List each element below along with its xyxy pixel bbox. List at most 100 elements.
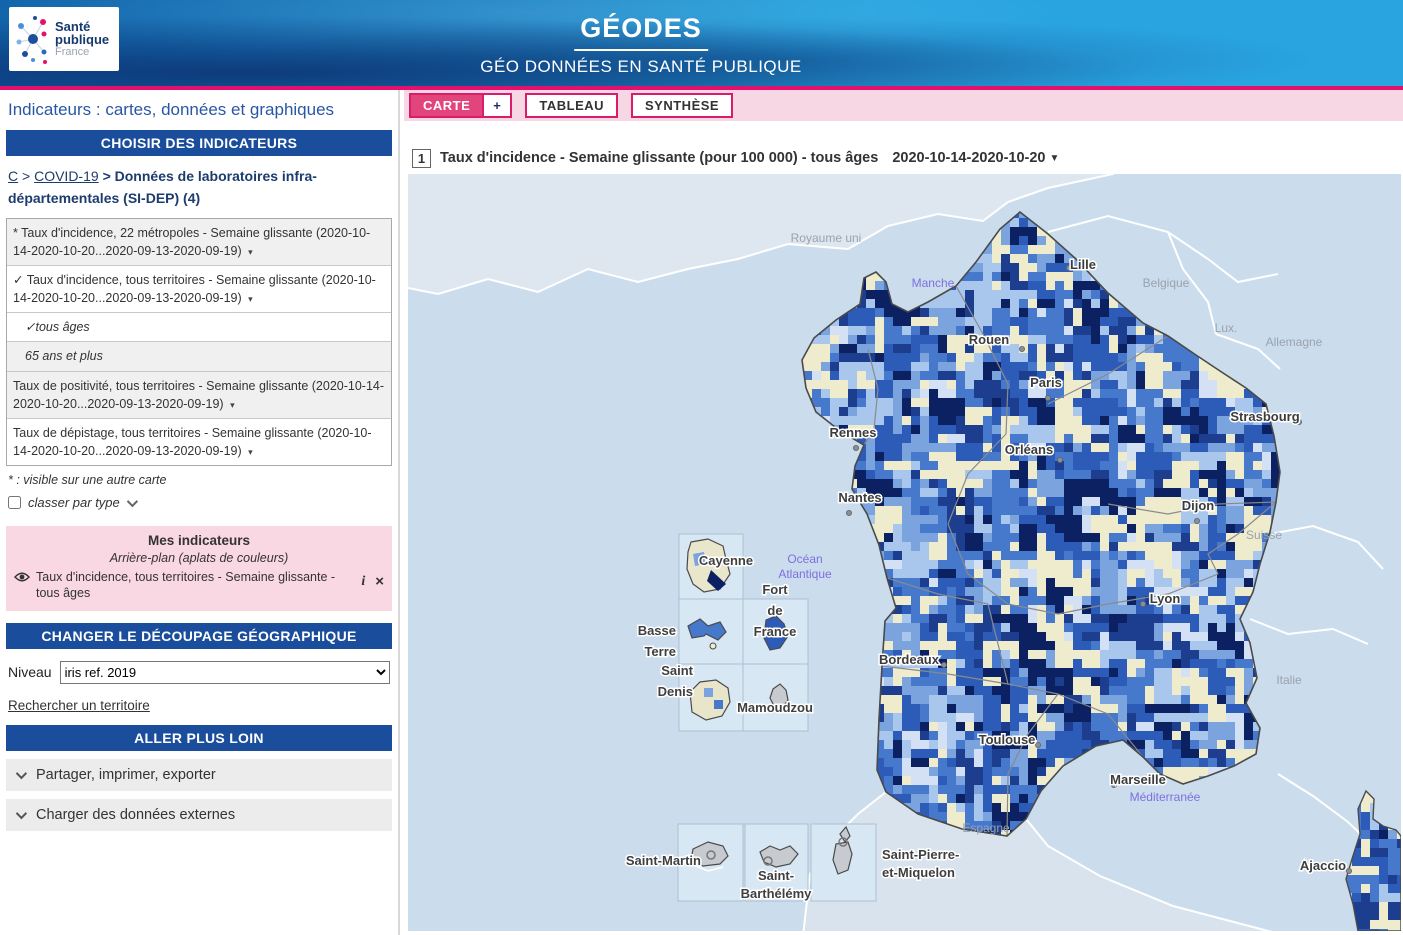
- header-divider: [0, 86, 1403, 90]
- saint-martin-island[interactable]: [690, 841, 729, 867]
- chevron-down-icon: [15, 767, 28, 779]
- city-marker-dot: [1035, 742, 1042, 749]
- map-country-label: Italie: [1276, 673, 1302, 687]
- logo-text-sante: Santé: [55, 18, 91, 34]
- dropdown-arrow-icon[interactable]: ▾: [248, 446, 253, 457]
- add-map-button[interactable]: +: [482, 93, 513, 118]
- map-city-label: Marseille: [1110, 772, 1166, 787]
- map-title: Taux d'incidence - Semaine glissante (po…: [440, 150, 879, 166]
- map-city-label: Rennes: [830, 425, 877, 440]
- map-sea-label: Océan: [787, 552, 822, 566]
- breadcrumb-current: Données de laboratoires infra-départemen…: [8, 168, 317, 207]
- level-label: Niveau: [8, 664, 52, 681]
- go-further-banner[interactable]: ALLER PLUS LOIN: [6, 724, 392, 751]
- chevron-down-icon: [15, 807, 28, 819]
- city-marker-dot: [1045, 394, 1052, 401]
- app-subtitle: GÉO DONNÉES EN SANTÉ PUBLIQUE: [480, 57, 802, 76]
- my-indicators-title: Mes indicateurs: [147, 533, 251, 549]
- city-marker-dot: [941, 661, 948, 668]
- overseas-inset-label: Saint-Pierre-: [882, 847, 959, 862]
- city-marker-dot: [1194, 517, 1201, 524]
- map-sea-label: Atlantique: [778, 567, 832, 581]
- level-select[interactable]: iris ref. 2019: [59, 660, 390, 684]
- choose-indicators-banner[interactable]: CHOISIR DES INDICATEURS: [6, 130, 392, 156]
- dropdown-arrow-icon[interactable]: ▾: [248, 294, 253, 305]
- map-city-label: Ajaccio: [1300, 858, 1346, 873]
- guadeloupe-island[interactable]: [687, 618, 727, 641]
- indicator-list: * Taux d'incidence, 22 métropoles - Sema…: [6, 217, 392, 467]
- accordion-load-external-data[interactable]: Charger des données externes: [6, 798, 392, 831]
- map-country-label: Belgique: [1143, 276, 1190, 290]
- overseas-inset-label: et-Miquelon: [882, 865, 955, 880]
- map-city-label: Bordeaux: [879, 652, 940, 667]
- overseas-inset-label: Basse: [638, 623, 676, 638]
- search-territory-link[interactable]: Rechercher un territoire: [8, 697, 150, 713]
- saint-martin-marker: [706, 850, 716, 860]
- dropdown-arrow-icon[interactable]: ▾: [230, 399, 235, 410]
- my-indicator-item-label: Taux d'incidence, tous territoires - Sem…: [36, 570, 336, 601]
- breadcrumb-covid19-link[interactable]: COVID-19: [34, 168, 99, 184]
- city-marker-dot: [1346, 868, 1353, 875]
- saint-martin-south-border: [690, 863, 724, 872]
- city-marker-dot: [1296, 418, 1303, 425]
- map-country-label: Royaume uni: [791, 231, 862, 245]
- logo-text-publique: publique: [55, 31, 110, 47]
- saint-barthelemy-island[interactable]: [759, 845, 799, 868]
- choropleth-map[interactable]: Royaume uni Belgique Lux. Allemagne Suisse It…: [397, 163, 1402, 935]
- view-tabbar: CARTE + TABLEAU SYNTHÈSE: [404, 90, 1403, 121]
- miquelon-island[interactable]: [839, 825, 851, 844]
- reunion-blue-area: [704, 688, 713, 697]
- change-geography-banner[interactable]: CHANGER LE DÉCOUPAGE GÉOGRAPHIQUE: [6, 622, 392, 649]
- city-marker-dot: [1057, 456, 1064, 463]
- map-city-label: Dijon: [1182, 498, 1215, 513]
- period-dropdown-icon[interactable]: ▼: [1049, 152, 1060, 164]
- eye-icon[interactable]: [14, 571, 30, 583]
- guadeloupe-islet: [709, 642, 717, 650]
- map-country-label: Suisse: [1246, 528, 1282, 542]
- indicator-row-taux-depistage[interactable]: Taux de dépistage, tous territoires - Se…: [7, 418, 391, 466]
- accordion-share-print-export[interactable]: Partager, imprimer, exporter: [6, 758, 392, 791]
- overseas-inset-label: Fort: [762, 582, 788, 597]
- breadcrumb-root-link[interactable]: C: [8, 168, 19, 184]
- tab-carte[interactable]: CARTE: [409, 93, 483, 118]
- tab-tableau[interactable]: TABLEAU: [525, 93, 619, 118]
- indicator-row-taux-incidence-metropoles[interactable]: * Taux d'incidence, 22 métropoles - Sema…: [7, 218, 391, 267]
- main-content: CARTE + TABLEAU SYNTHÈSE 1 Taux d'incide…: [397, 90, 1403, 935]
- france-outline: [801, 210, 1281, 837]
- region-borders-layer: [863, 285, 1277, 837]
- chevron-down-icon[interactable]: [126, 495, 138, 507]
- country-border-line: [1167, 231, 1217, 335]
- martinique-island[interactable]: [763, 615, 789, 651]
- map-period: 2020-10-14-2020-10-20: [892, 150, 1046, 166]
- app-title[interactable]: GÉODES: [574, 13, 708, 51]
- sidebar-title: Indicateurs : cartes, données et graphiq…: [8, 100, 335, 119]
- overseas-inset-label: Saint-: [758, 868, 794, 883]
- map-city-label: Lille: [1070, 257, 1096, 272]
- saint-pierre-island[interactable]: [832, 841, 853, 875]
- map-city-label: Lyon: [1150, 591, 1181, 606]
- breadcrumb: C > COVID-19 > Données de laboratoires i…: [8, 168, 317, 207]
- indicator-subrow-tous-ages[interactable]: ✓tous âges: [7, 313, 391, 343]
- map-city-label: Orléans: [1005, 442, 1053, 457]
- info-icon[interactable]: i: [361, 573, 366, 589]
- indicator-row-taux-positivite[interactable]: Taux de positivité, tous territoires - S…: [7, 371, 391, 419]
- sante-publique-france-logo[interactable]: Santé publique France: [9, 7, 119, 71]
- indicator-row-taux-incidence-tous-territoires[interactable]: ✓ Taux d'incidence, tous territoires - S…: [7, 266, 391, 314]
- dropdown-arrow-icon[interactable]: ▾: [248, 246, 253, 257]
- city-marker-dot: [1066, 265, 1073, 272]
- reunion-island[interactable]: [689, 679, 731, 721]
- overseas-inset-label: Terre: [644, 644, 676, 659]
- my-indicators-subtitle: Arrière-plan (aplats de couleurs): [109, 551, 289, 566]
- map-city-label: Strasbourg: [1230, 409, 1299, 424]
- map-canvas[interactable]: Royaume uni Belgique Lux. Allemagne Suisse It…: [397, 163, 1403, 935]
- classify-by-type-checkbox[interactable]: [8, 496, 21, 510]
- indicator-subrow-65-ans[interactable]: 65 ans et plus: [7, 342, 391, 372]
- city-marker-dot: [1140, 600, 1147, 607]
- overseas-inset-label: Barthélémy: [741, 886, 813, 901]
- my-indicators-panel: Mes indicateurs Arrière-plan (aplats de …: [6, 526, 392, 611]
- overseas-inset-box[interactable]: [742, 598, 809, 665]
- mayotte-island[interactable]: [769, 683, 789, 709]
- overseas-inset-label: de: [767, 603, 782, 618]
- tab-synthese[interactable]: SYNTHÈSE: [631, 93, 734, 118]
- close-icon[interactable]: ×: [375, 573, 384, 591]
